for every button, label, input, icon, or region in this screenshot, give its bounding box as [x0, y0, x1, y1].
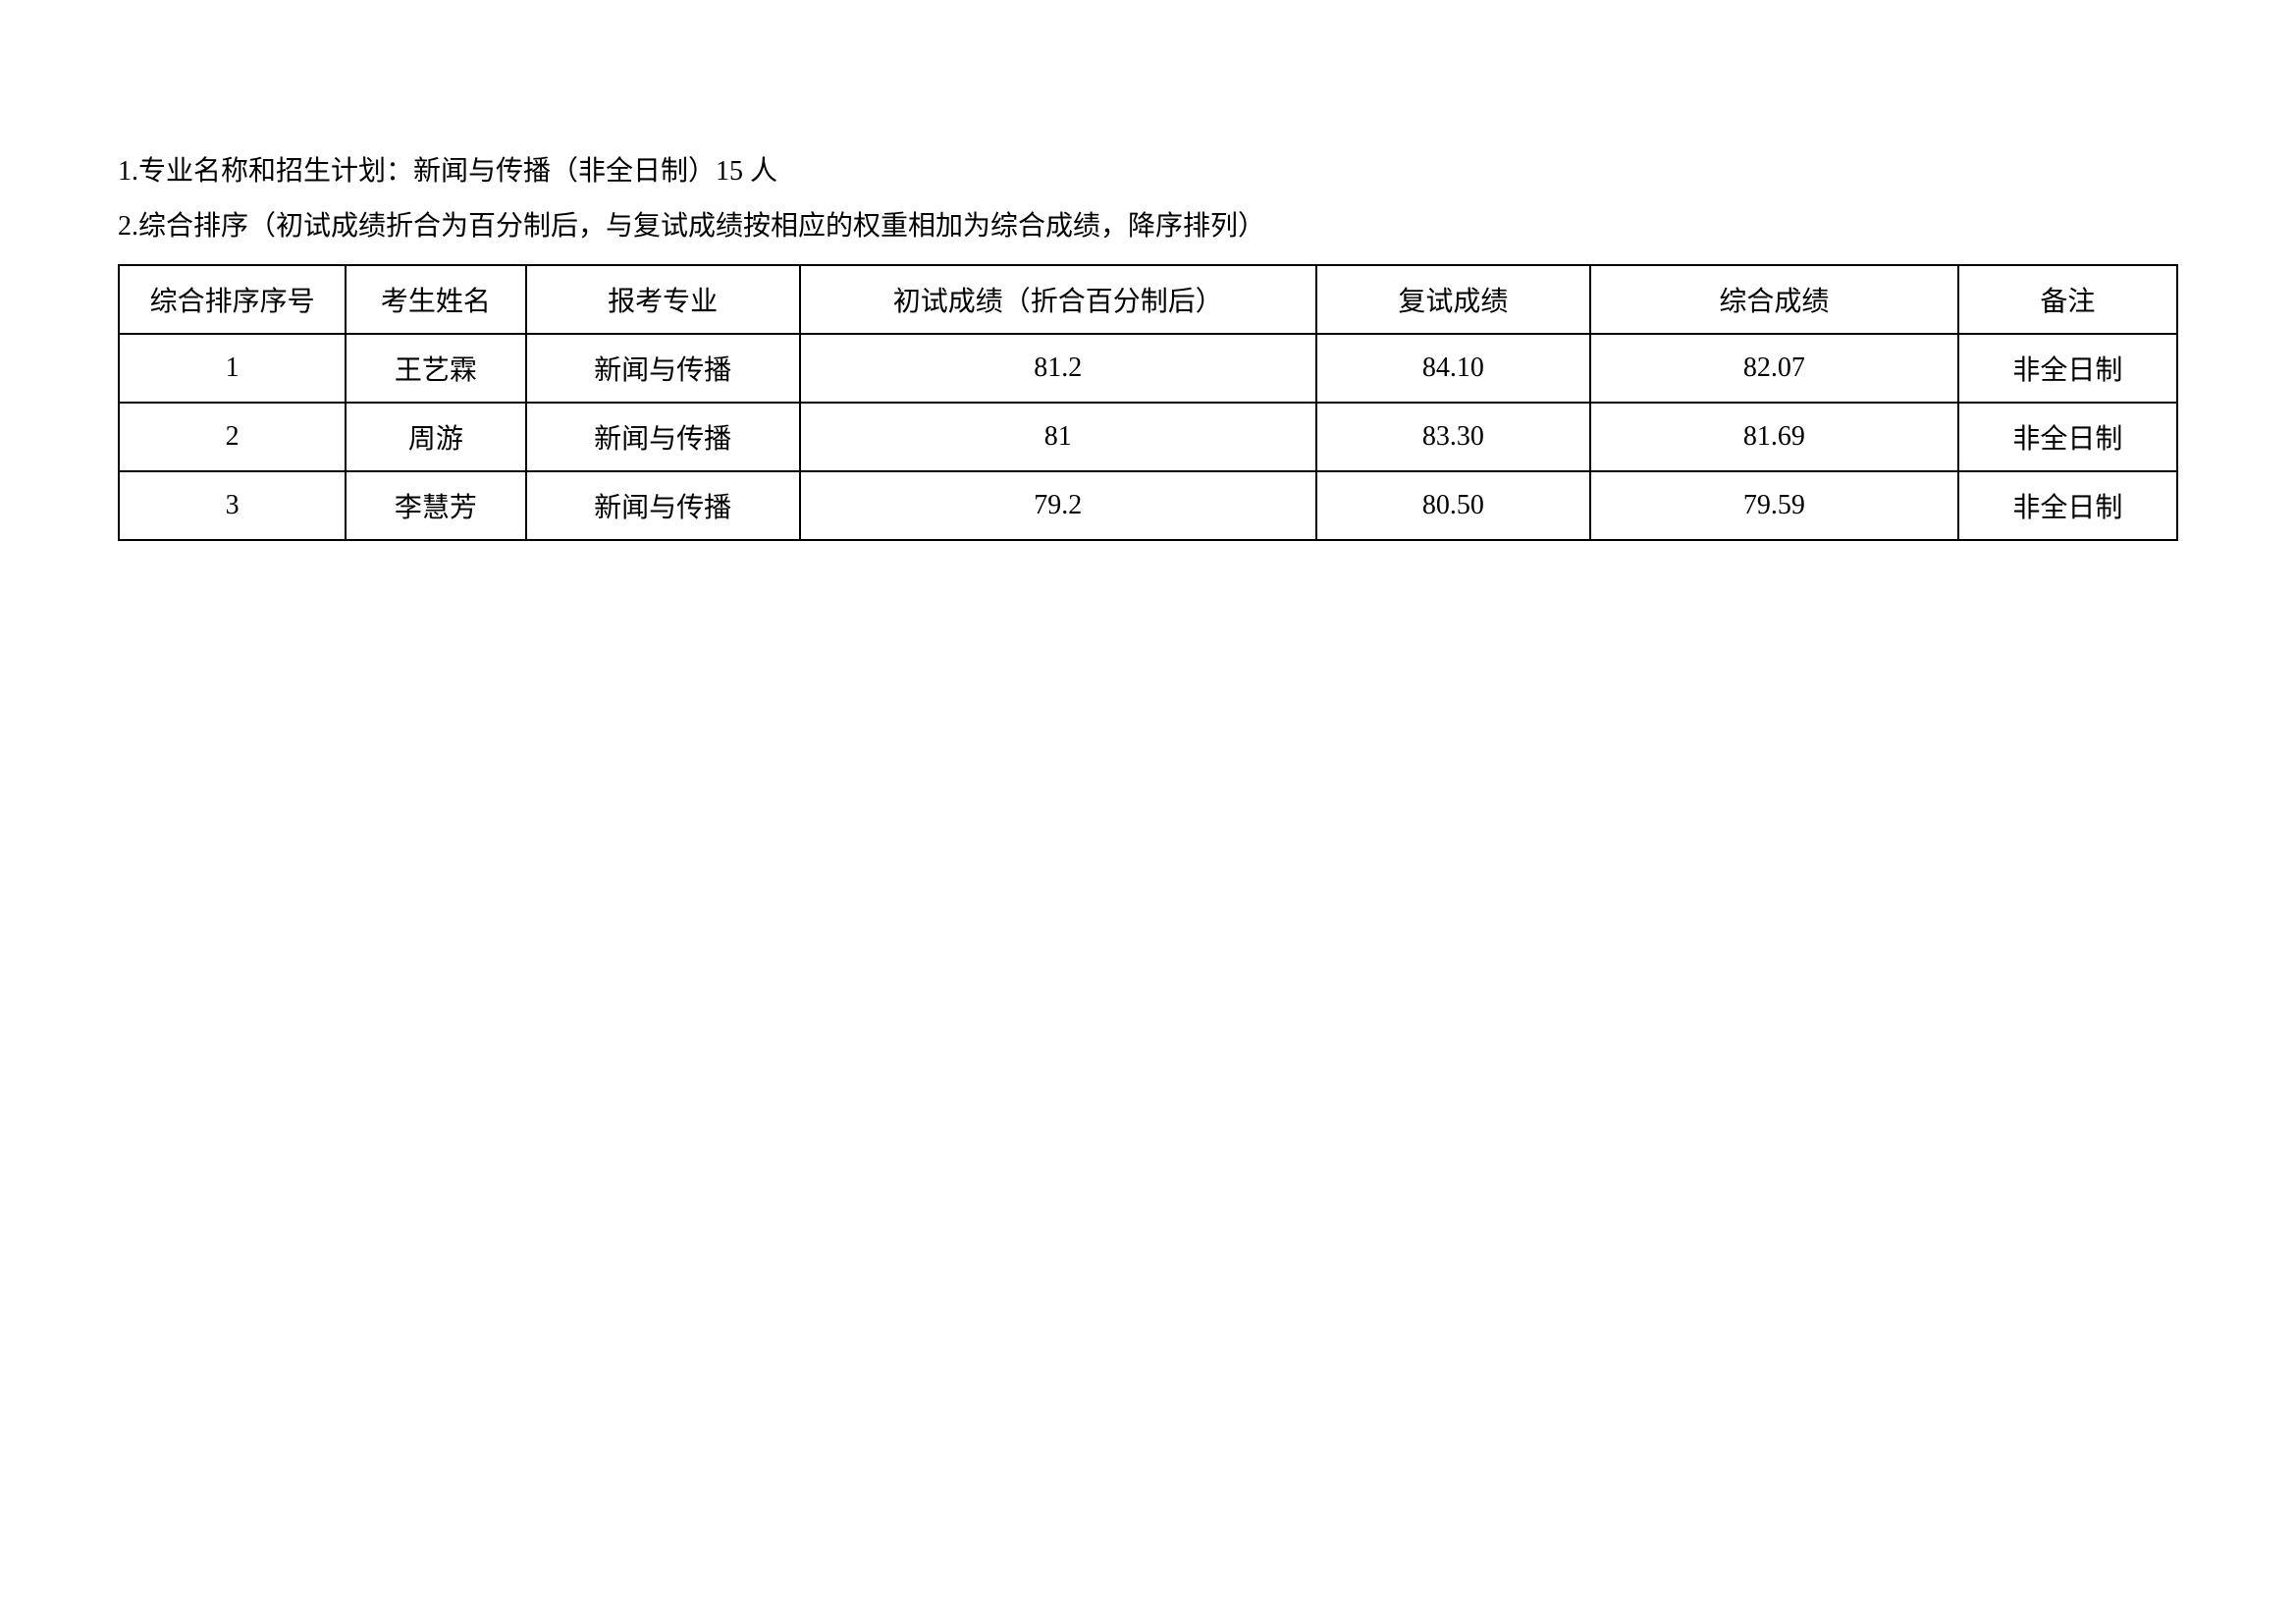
cell-name: 周游 — [346, 403, 525, 471]
cell-prelim: 81 — [800, 403, 1316, 471]
results-table: 综合排序序号 考生姓名 报考专业 初试成绩（折合百分制后） 复试成绩 综合成绩 … — [118, 264, 2178, 541]
cell-rank: 2 — [119, 403, 346, 471]
header-note: 备注 — [1958, 265, 2177, 334]
cell-note: 非全日制 — [1958, 403, 2177, 471]
cell-major: 新闻与传播 — [526, 403, 800, 471]
cell-rank: 1 — [119, 334, 346, 403]
cell-retest: 83.30 — [1316, 403, 1590, 471]
cell-overall: 79.59 — [1590, 471, 1958, 540]
table-row: 3 李慧芳 新闻与传播 79.2 80.50 79.59 非全日制 — [119, 471, 2177, 540]
table-row: 1 王艺霖 新闻与传播 81.2 84.10 82.07 非全日制 — [119, 334, 2177, 403]
cell-overall: 82.07 — [1590, 334, 1958, 403]
cell-rank: 3 — [119, 471, 346, 540]
header-overall: 综合成绩 — [1590, 265, 1958, 334]
cell-prelim: 79.2 — [800, 471, 1316, 540]
description-line-1: 1.专业名称和招生计划：新闻与传播（非全日制）15 人 — [118, 147, 2178, 196]
cell-name: 王艺霖 — [346, 334, 525, 403]
header-prelim: 初试成绩（折合百分制后） — [800, 265, 1316, 334]
header-major: 报考专业 — [526, 265, 800, 334]
cell-retest: 80.50 — [1316, 471, 1590, 540]
cell-major: 新闻与传播 — [526, 334, 800, 403]
results-table-container: 综合排序序号 考生姓名 报考专业 初试成绩（折合百分制后） 复试成绩 综合成绩 … — [118, 264, 2178, 541]
cell-name: 李慧芳 — [346, 471, 525, 540]
cell-prelim: 81.2 — [800, 334, 1316, 403]
header-rank: 综合排序序号 — [119, 265, 346, 334]
description-line-2: 2.综合排序（初试成绩折合为百分制后，与复试成绩按相应的权重相加为综合成绩，降序… — [118, 202, 2178, 251]
table-header-row: 综合排序序号 考生姓名 报考专业 初试成绩（折合百分制后） 复试成绩 综合成绩 … — [119, 265, 2177, 334]
header-retest: 复试成绩 — [1316, 265, 1590, 334]
header-name: 考生姓名 — [346, 265, 525, 334]
cell-note: 非全日制 — [1958, 471, 2177, 540]
cell-overall: 81.69 — [1590, 403, 1958, 471]
cell-major: 新闻与传播 — [526, 471, 800, 540]
cell-note: 非全日制 — [1958, 334, 2177, 403]
table-row: 2 周游 新闻与传播 81 83.30 81.69 非全日制 — [119, 403, 2177, 471]
cell-retest: 84.10 — [1316, 334, 1590, 403]
